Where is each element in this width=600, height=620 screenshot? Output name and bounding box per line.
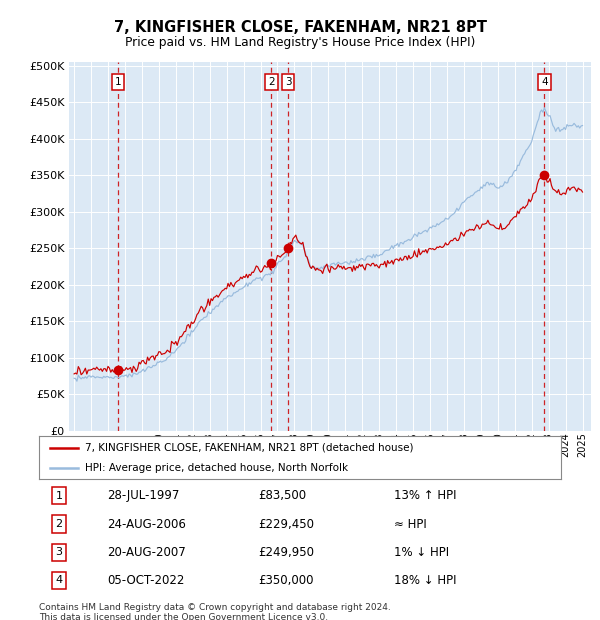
Text: 18% ↓ HPI: 18% ↓ HPI xyxy=(394,574,457,587)
Text: 4: 4 xyxy=(55,575,62,585)
Text: 2: 2 xyxy=(268,77,275,87)
Text: 7, KINGFISHER CLOSE, FAKENHAM, NR21 8PT (detached house): 7, KINGFISHER CLOSE, FAKENHAM, NR21 8PT … xyxy=(85,443,413,453)
Text: 1: 1 xyxy=(115,77,121,87)
Text: Price paid vs. HM Land Registry's House Price Index (HPI): Price paid vs. HM Land Registry's House … xyxy=(125,36,475,49)
Text: 1: 1 xyxy=(55,491,62,501)
Text: £83,500: £83,500 xyxy=(258,489,307,502)
Text: £350,000: £350,000 xyxy=(258,574,314,587)
Text: 1% ↓ HPI: 1% ↓ HPI xyxy=(394,546,449,559)
Text: 20-AUG-2007: 20-AUG-2007 xyxy=(107,546,185,559)
Text: 2: 2 xyxy=(55,519,62,529)
Text: ≈ HPI: ≈ HPI xyxy=(394,518,427,531)
Text: 7, KINGFISHER CLOSE, FAKENHAM, NR21 8PT: 7, KINGFISHER CLOSE, FAKENHAM, NR21 8PT xyxy=(113,20,487,35)
Text: HPI: Average price, detached house, North Norfolk: HPI: Average price, detached house, Nort… xyxy=(85,463,348,473)
Text: £229,450: £229,450 xyxy=(258,518,314,531)
Text: £249,950: £249,950 xyxy=(258,546,314,559)
Text: 3: 3 xyxy=(55,547,62,557)
Text: 05-OCT-2022: 05-OCT-2022 xyxy=(107,574,184,587)
Text: 3: 3 xyxy=(285,77,292,87)
Text: 24-AUG-2006: 24-AUG-2006 xyxy=(107,518,186,531)
Text: 28-JUL-1997: 28-JUL-1997 xyxy=(107,489,179,502)
Text: 4: 4 xyxy=(541,77,548,87)
Text: Contains HM Land Registry data © Crown copyright and database right 2024.
This d: Contains HM Land Registry data © Crown c… xyxy=(39,603,391,620)
Text: 13% ↑ HPI: 13% ↑ HPI xyxy=(394,489,457,502)
